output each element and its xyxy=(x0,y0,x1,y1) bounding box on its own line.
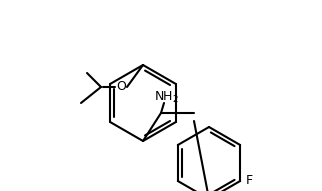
Text: O: O xyxy=(116,80,126,94)
Text: NH$_2$: NH$_2$ xyxy=(154,89,178,104)
Text: F: F xyxy=(246,175,253,188)
